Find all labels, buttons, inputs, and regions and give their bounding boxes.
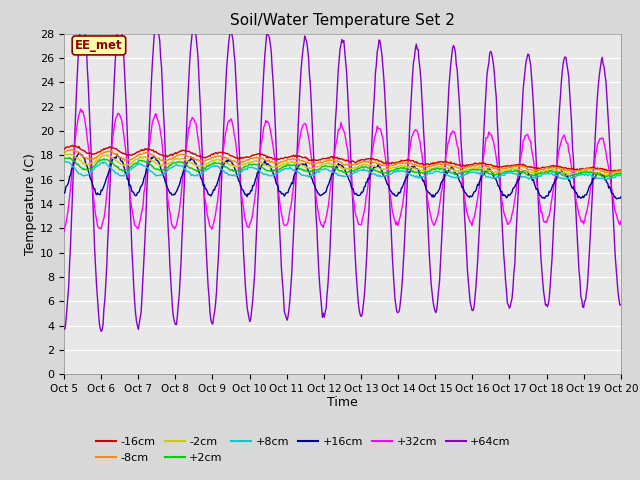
Y-axis label: Temperature (C): Temperature (C) xyxy=(24,153,37,255)
Legend: -16cm, -8cm, -2cm, +2cm, +8cm, +16cm, +32cm, +64cm: -16cm, -8cm, -2cm, +2cm, +8cm, +16cm, +3… xyxy=(92,433,515,467)
Title: Soil/Water Temperature Set 2: Soil/Water Temperature Set 2 xyxy=(230,13,455,28)
Text: EE_met: EE_met xyxy=(75,39,123,52)
X-axis label: Time: Time xyxy=(327,396,358,408)
